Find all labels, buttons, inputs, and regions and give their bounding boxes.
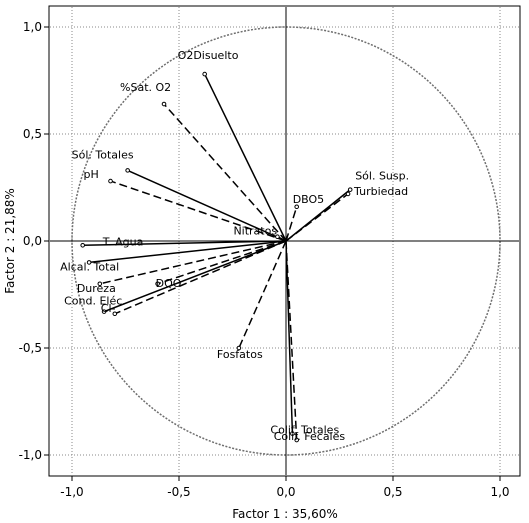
- loading-point: [155, 281, 160, 287]
- loading-vector: [285, 193, 349, 242]
- y-tick-label: -0,5: [19, 341, 42, 355]
- loading-point: [161, 101, 167, 107]
- loading-vector: [238, 240, 287, 349]
- loading-vector: [285, 240, 294, 434]
- x-tick-label: -0,5: [167, 485, 190, 499]
- vector-label: Colif. Fecales: [274, 430, 346, 443]
- vector-label: Alcal. Total: [60, 260, 119, 273]
- y-axis-title: Factor 2 : 21,88%: [3, 188, 17, 294]
- loading-vector: [82, 240, 287, 247]
- loading-point: [347, 187, 353, 192]
- loading-vector: [157, 240, 287, 285]
- vector-label: Cond. Eléc.: [64, 295, 126, 308]
- loading-point: [86, 260, 92, 265]
- loading-point: [290, 431, 295, 436]
- loading-point: [236, 345, 242, 351]
- loading-point: [202, 71, 207, 77]
- loading-point: [125, 168, 130, 173]
- vector-label: %Sat. O2: [120, 81, 171, 94]
- vector-label: Sól. Totales: [72, 148, 134, 161]
- x-tick-label: 0,0: [276, 485, 295, 499]
- loading-vector: [114, 240, 287, 315]
- loading-vector: [103, 240, 287, 313]
- y-tick-label: 0,5: [23, 127, 42, 141]
- loading-point: [345, 191, 351, 197]
- x-tick-label: 1,0: [490, 485, 509, 499]
- vector-label: Cl-: [101, 302, 116, 315]
- vector-label: DQO: [156, 277, 182, 290]
- loading-point: [294, 437, 300, 443]
- x-axis-title: Factor 1 : 35,60%: [232, 507, 338, 521]
- ticks: -1,0 -0,5 0,0 0,5 1,0 1,0 0,5 0,0 -0,5 -1,0: [19, 20, 510, 499]
- y-tick-label: 0,0: [23, 234, 42, 248]
- vector-labels: O2Disuelto %Sat. O2 Sól. Totales pH Sól. Sus…: [60, 49, 409, 443]
- vector-label: Colif. Totales: [270, 424, 339, 437]
- loading-point: [112, 311, 118, 317]
- loading-point: [101, 309, 107, 314]
- y-tick-label: -1,0: [19, 448, 42, 462]
- loading-vector: [163, 103, 287, 242]
- vectors: [80, 71, 353, 443]
- x-tick-label: -1,0: [60, 485, 83, 499]
- vector-label: DBO5: [293, 193, 324, 206]
- loading-vector: [204, 73, 287, 242]
- vector-label: pH: [84, 168, 99, 181]
- loading-vector: [110, 180, 287, 242]
- loading-vector: [127, 169, 287, 242]
- loading-vector: [99, 240, 287, 285]
- vector-label: Turbiedad: [353, 185, 408, 198]
- loading-point: [294, 204, 300, 210]
- loading-vector: [89, 240, 287, 264]
- loading-point: [80, 242, 85, 248]
- vector-label: T. Agua: [102, 235, 144, 248]
- loading-vector: [285, 206, 298, 242]
- loading-point: [275, 234, 280, 240]
- loading-point: [108, 178, 113, 184]
- loading-vector: [285, 240, 298, 441]
- x-tick-label: 0,5: [383, 485, 402, 499]
- loading-point: [97, 281, 103, 287]
- vector-label: Dureza: [77, 282, 116, 295]
- y-tick-label: 1,0: [23, 20, 42, 34]
- vector-label: O2Disuelto: [178, 49, 239, 62]
- vector-label: Nitratos: [233, 225, 277, 238]
- vector-label: Fosfatos: [217, 348, 263, 361]
- vector-label: Sól. Susp.: [355, 170, 409, 183]
